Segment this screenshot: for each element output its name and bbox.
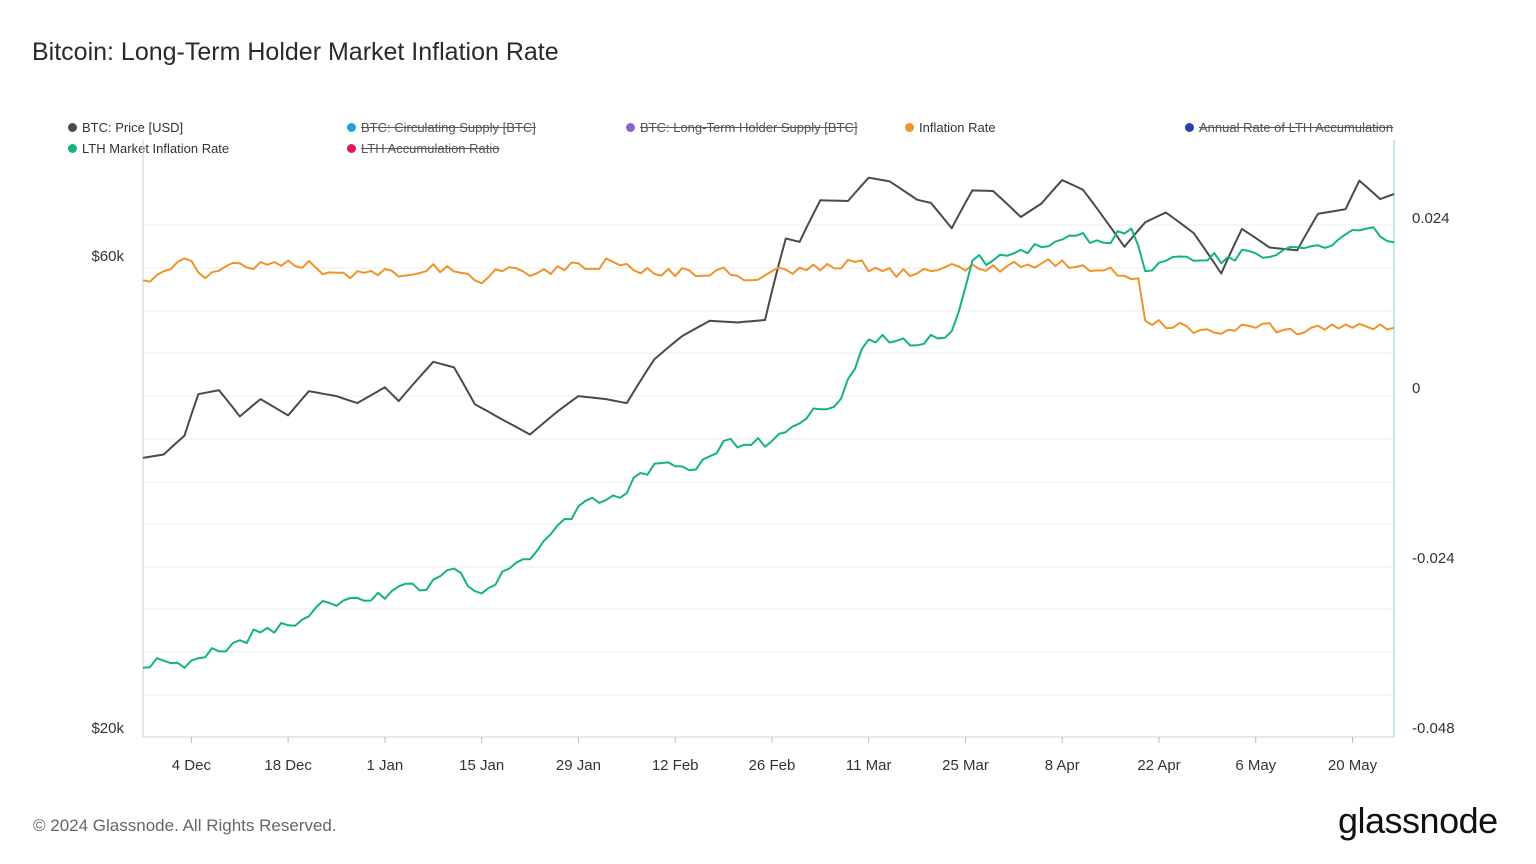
x-tick-label: 26 Feb <box>749 757 796 774</box>
x-tick-label: 15 Jan <box>459 757 504 774</box>
legend-dot-icon <box>347 123 356 132</box>
x-tick-label: 6 May <box>1235 757 1276 774</box>
x-tick-label: 8 Apr <box>1045 757 1080 774</box>
legend-dot-icon <box>68 144 77 153</box>
legend-item-circulating-supply[interactable]: BTC: Circulating Supply [BTC] <box>347 120 536 135</box>
series-lth-market-inflation-rate-line <box>142 226 1395 669</box>
legend-item-lth-market-inflation-rate[interactable]: LTH Market Inflation Rate <box>68 141 229 156</box>
right-tick-label: 0.024 <box>1412 210 1450 227</box>
legend-item-lth-accumulation-rate[interactable]: Annual Rate of LTH Accumulation <box>1185 120 1393 135</box>
series-btc-price-line <box>142 176 1395 459</box>
right-tick-label: -0.048 <box>1412 720 1455 737</box>
x-tick-label: 29 Jan <box>556 757 601 774</box>
legend-label: LTH Market Inflation Rate <box>82 141 230 156</box>
x-tick-label: 1 Jan <box>367 757 404 774</box>
legend-item-inflation-rate[interactable]: Inflation Rate <box>905 120 996 135</box>
legend-dot-icon <box>347 144 356 153</box>
legend-label: BTC: Circulating Supply [BTC] <box>361 120 536 135</box>
legend-dot-icon <box>626 123 635 132</box>
legend-dot-icon <box>905 123 914 132</box>
legend-dot-icon <box>68 123 77 132</box>
x-tick-label: 12 Feb <box>652 757 699 774</box>
legend-label: BTC: Price [USD] <box>82 120 184 135</box>
legend-label: BTC: Long-Term Holder Supply [BTC] <box>640 120 858 135</box>
x-tick-label: 22 Apr <box>1137 757 1180 774</box>
legend-item-lth-supply[interactable]: BTC: Long-Term Holder Supply [BTC] <box>626 120 857 135</box>
legend-label: LTH Accumulation Ratio <box>361 141 500 156</box>
legend-item-lth-accumulation-ratio[interactable]: LTH Accumulation Ratio <box>347 141 500 156</box>
legend-item-btc-price[interactable]: BTC: Price [USD] <box>68 120 183 135</box>
legend-label: Annual Rate of LTH Accumulation <box>1199 120 1394 135</box>
right-tick-label: 0 <box>1412 380 1420 397</box>
legend-dot-icon <box>1185 123 1194 132</box>
chart-title: Bitcoin: Long-Term Holder Market Inflati… <box>32 38 559 66</box>
legend-label: Inflation Rate <box>919 120 996 135</box>
x-tick-label: 4 Dec <box>172 757 212 774</box>
series-inflation-rate-line <box>142 257 1395 336</box>
left-tick-label: $60k <box>91 248 124 265</box>
glassnode-logo: glassnode <box>1338 800 1498 841</box>
x-tick-label: 25 Mar <box>942 757 989 774</box>
right-tick-label: -0.024 <box>1412 550 1455 567</box>
left-tick-label: $20k <box>91 720 124 737</box>
x-tick-label: 18 Dec <box>264 757 312 774</box>
x-tick-label: 20 May <box>1328 757 1378 774</box>
x-tick-label: 11 Mar <box>846 757 892 774</box>
copyright-text: © 2024 Glassnode. All Rights Reserved. <box>33 816 337 835</box>
legend: BTC: Price [USD] BTC: Circulating Supply… <box>0 0 1536 170</box>
